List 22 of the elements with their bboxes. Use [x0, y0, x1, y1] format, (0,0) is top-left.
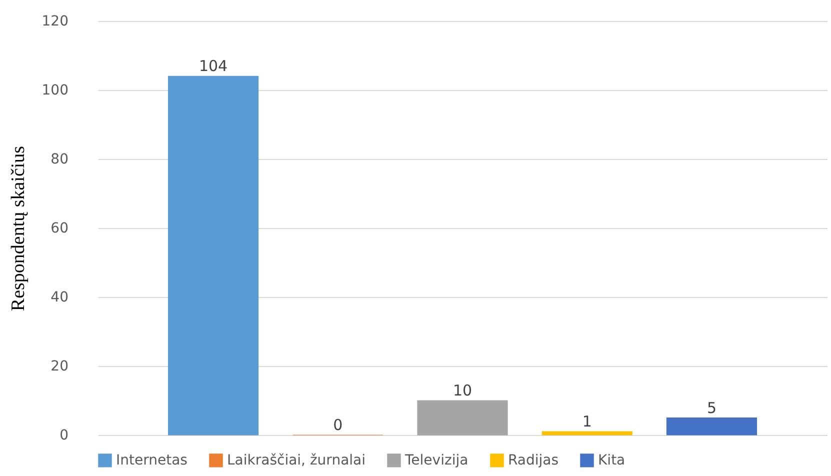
y-axis-title: Respondentų skaičius — [8, 146, 29, 312]
data-label: 0 — [333, 416, 343, 434]
y-tick-label: 120 — [42, 14, 68, 30]
legend-label: Televizija — [404, 452, 468, 468]
bar — [417, 400, 508, 436]
legend-label: Internetas — [116, 452, 188, 468]
data-label: 10 — [452, 382, 472, 400]
legend-label: Radijas — [508, 452, 559, 468]
y-tick-label: 60 — [50, 220, 68, 236]
bar — [168, 76, 259, 436]
legend-label: Laikraščiai, žurnalai — [227, 452, 366, 468]
bar — [542, 431, 632, 436]
legend-label: Kita — [598, 452, 626, 468]
bar — [666, 417, 758, 436]
y-tick-label: 80 — [50, 152, 68, 168]
data-label: 5 — [706, 398, 717, 417]
y-tick-label: 20 — [50, 358, 68, 374]
y-tick-label: 100 — [42, 82, 68, 98]
data-label: 1 — [582, 412, 592, 431]
y-tick-label: 40 — [50, 290, 68, 306]
y-tick-label: 0 — [60, 428, 68, 444]
data-label: 104 — [198, 57, 228, 76]
